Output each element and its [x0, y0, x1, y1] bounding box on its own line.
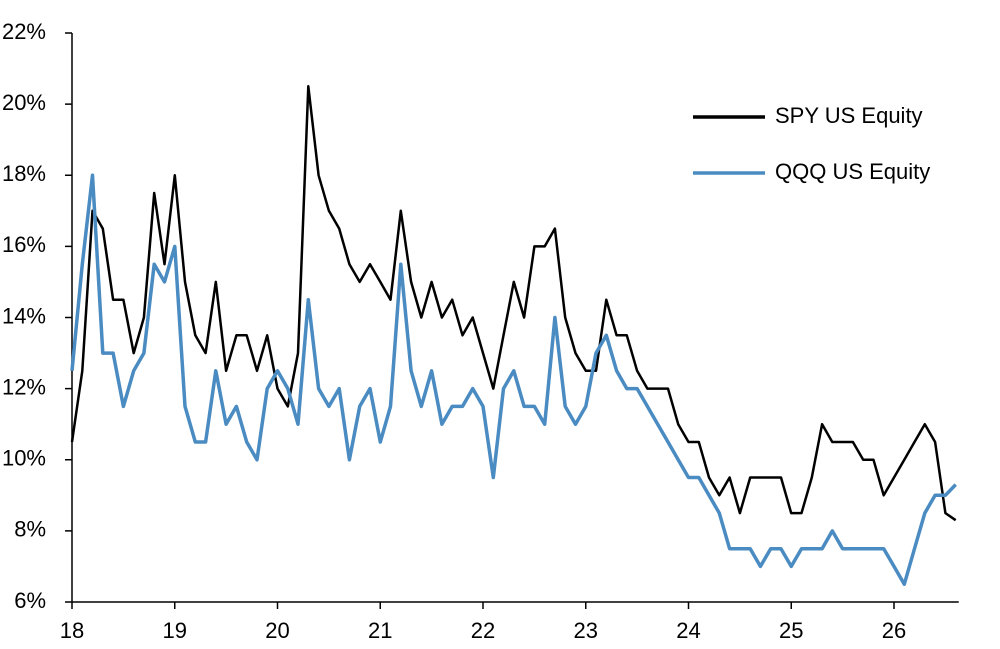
x-tick-label: 18 — [60, 618, 84, 643]
x-tick-label: 21 — [368, 618, 392, 643]
y-tick-label: 14% — [2, 303, 46, 328]
y-tick-label: 10% — [2, 446, 46, 471]
x-tick-label: 19 — [163, 618, 187, 643]
y-tick-label: 22% — [2, 19, 46, 44]
y-tick-label: 8% — [14, 517, 46, 542]
series-line — [70, 85, 957, 522]
series-line — [70, 173, 957, 586]
x-tick-label: 25 — [779, 618, 803, 643]
x-tick-label: 23 — [574, 618, 598, 643]
x-tick-label: 20 — [265, 618, 289, 643]
y-tick-label: 20% — [2, 90, 46, 115]
y-tick-label: 18% — [2, 161, 46, 186]
legend-label: SPY US Equity — [775, 103, 923, 128]
y-tick-label: 12% — [2, 374, 46, 399]
y-tick-label: 16% — [2, 232, 46, 257]
y-tick-label: 6% — [14, 588, 46, 613]
legend-label: QQQ US Equity — [775, 159, 930, 184]
x-tick-label: 22 — [471, 618, 495, 643]
x-tick-label: 24 — [676, 618, 700, 643]
x-tick-label: 26 — [882, 618, 906, 643]
